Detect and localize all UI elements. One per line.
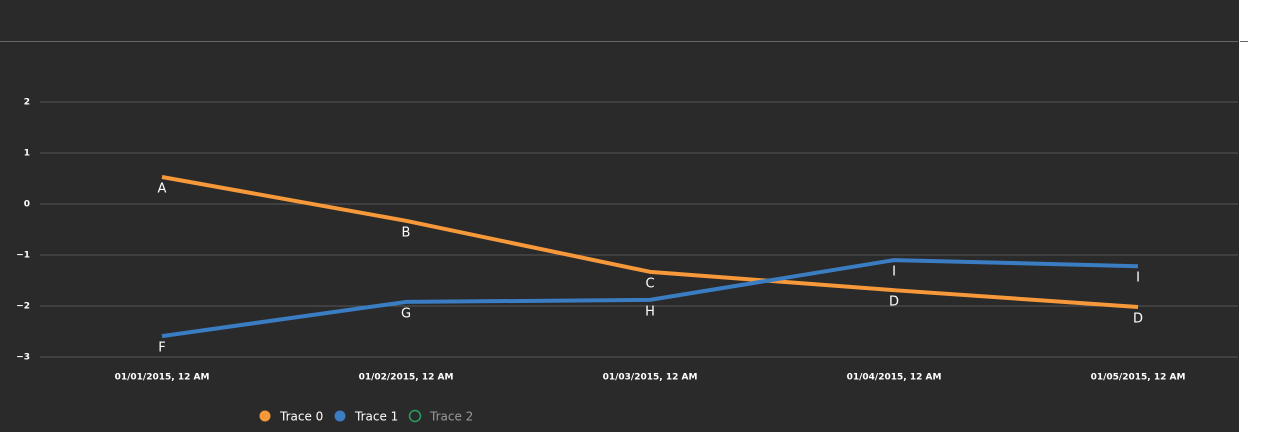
point-label: B [402, 225, 411, 240]
x-tick-label: 01/01/2015, 12 AM [115, 373, 210, 383]
legend-label[interactable]: Trace 1 [354, 410, 398, 424]
y-tick-label: −2 [16, 302, 30, 312]
point-label: F [158, 341, 165, 356]
background [0, 0, 1239, 432]
legend-swatch[interactable] [408, 409, 422, 423]
point-label: H [645, 304, 655, 319]
x-tick-label: 01/05/2015, 12 AM [1091, 373, 1186, 383]
y-tick-label: −3 [16, 353, 30, 363]
line [161, 258, 1139, 339]
point-label: D [1133, 312, 1143, 327]
y-tick-label: 0 [24, 200, 30, 210]
legend-label[interactable]: Trace 0 [279, 410, 323, 424]
point-label: I [1136, 271, 1140, 286]
point-label: D [889, 295, 899, 310]
legend-swatch[interactable] [259, 410, 271, 422]
line [161, 175, 1139, 310]
x-tick-label: 01/03/2015, 12 AM [603, 373, 698, 383]
x-tick-label: 01/04/2015, 12 AM [847, 373, 942, 383]
y-tick-label: −1 [16, 251, 30, 261]
legend-swatch[interactable] [334, 410, 346, 422]
legend-label[interactable]: Trace 2 [429, 410, 473, 424]
y-tick-label: 2 [24, 98, 30, 108]
point-label: I [892, 265, 896, 280]
point-label: C [645, 276, 654, 291]
y-tick-label: 1 [24, 149, 30, 159]
point-label: G [401, 306, 411, 321]
x-tick-label: 01/02/2015, 12 AM [359, 373, 454, 383]
point-label: A [158, 181, 167, 196]
